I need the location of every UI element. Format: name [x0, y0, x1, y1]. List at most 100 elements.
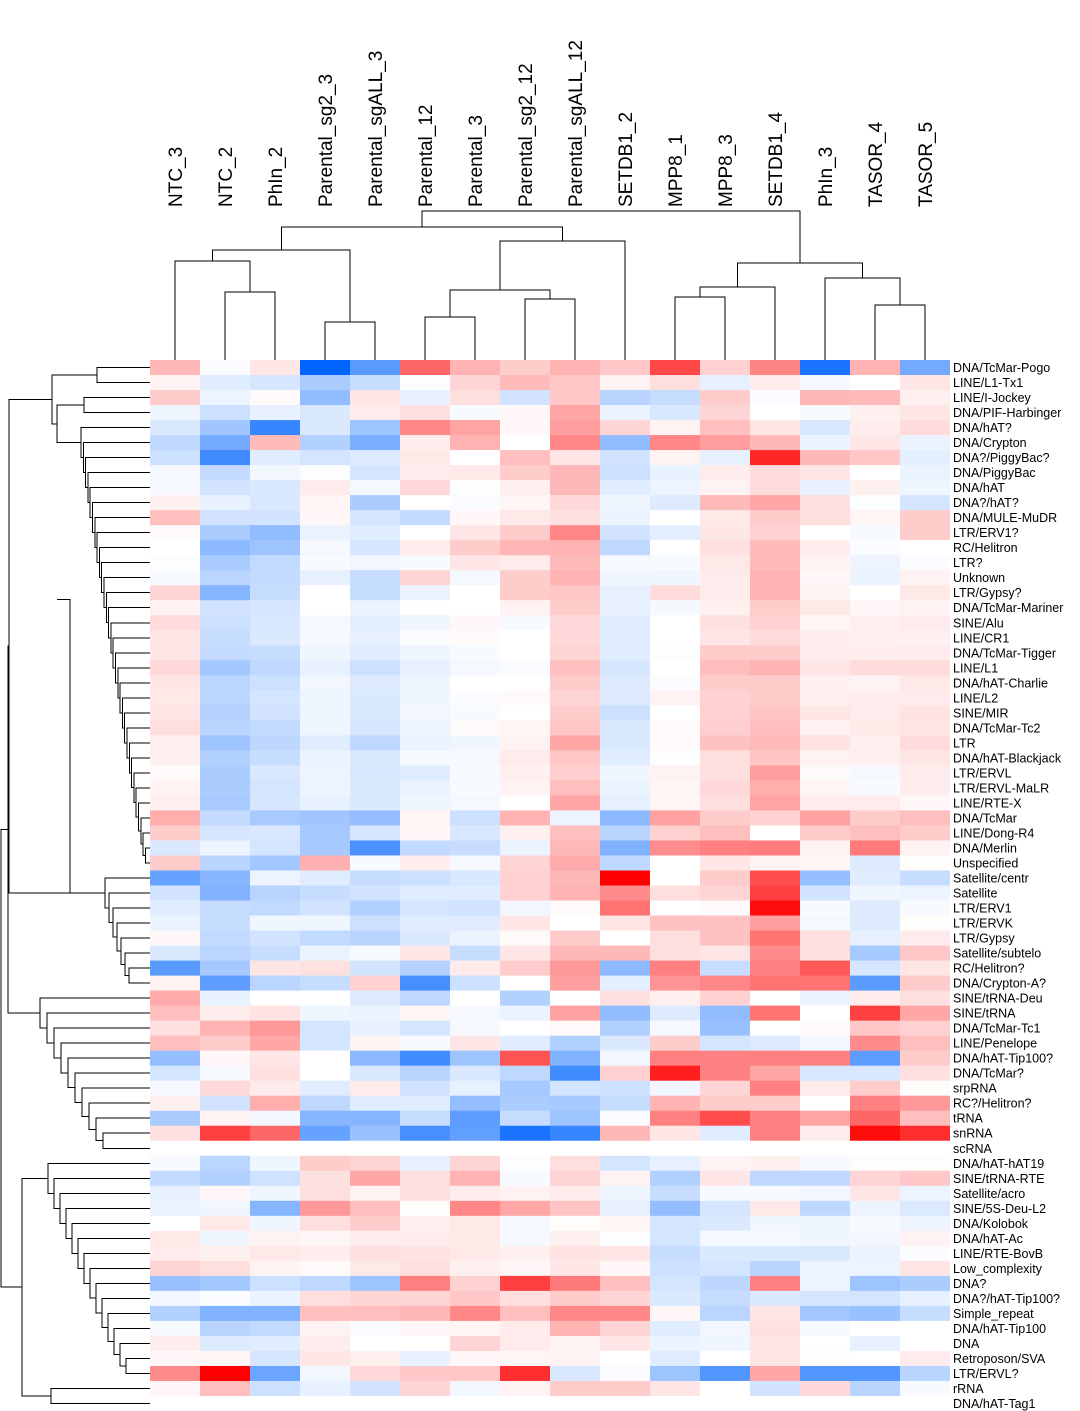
- heatmap-cell: [900, 810, 950, 827]
- heatmap-cell: [650, 765, 700, 781]
- heatmap-cell: [350, 795, 400, 812]
- heatmap-cell: [750, 930, 800, 947]
- row-label: srpRNA: [953, 1082, 997, 1096]
- heatmap-cell: [500, 1365, 550, 1382]
- heatmap-cell: [350, 975, 400, 992]
- dendrogram-branch: [0, 829, 22, 1288]
- row-label: DNA/Crypton: [953, 436, 1027, 450]
- heatmap-cell: [650, 1020, 700, 1037]
- heatmap-cell: [650, 480, 700, 496]
- dendrogram-branch: [88, 1102, 150, 1130]
- heatmap-cell: [850, 1365, 900, 1382]
- heatmap-cell: [750, 630, 800, 646]
- heatmap-cell: [800, 960, 850, 977]
- heatmap-cell: [650, 720, 700, 736]
- heatmap-cell: [550, 585, 600, 601]
- dendrogram-branch: [280, 226, 563, 250]
- heatmap-cell: [700, 885, 750, 902]
- heatmap-cell: [700, 1395, 750, 1411]
- heatmap-cell: [450, 945, 500, 962]
- heatmap-cell: [650, 1260, 700, 1277]
- heatmap-cell: [400, 885, 450, 902]
- heatmap-cell: [400, 465, 450, 481]
- heatmap-cell: [750, 765, 800, 781]
- heatmap-cell: [750, 1245, 800, 1262]
- heatmap-cell: [900, 585, 950, 601]
- heatmap-cell: [550, 540, 600, 556]
- heatmap-cell: [850, 480, 900, 496]
- heatmap-cell: [550, 780, 600, 797]
- heatmap-cell: [550, 840, 600, 857]
- heatmap-cell: [350, 1050, 400, 1067]
- heatmap-cell: [600, 765, 650, 781]
- heatmap-cell: [200, 900, 250, 917]
- heatmap-cell: [400, 1065, 450, 1082]
- heatmap-cell: [650, 1125, 700, 1142]
- heatmap-cell: [800, 855, 850, 872]
- heatmap-cell: [700, 555, 750, 571]
- heatmap-cell: [900, 750, 950, 766]
- heatmap-cell: [400, 840, 450, 857]
- heatmap-cell: [700, 900, 750, 917]
- heatmap-cell: [850, 945, 900, 962]
- heatmap-cell: [650, 1140, 700, 1157]
- heatmap-cell: [500, 585, 550, 601]
- heatmap-cell: [400, 1290, 450, 1307]
- heatmap-cell: [300, 1275, 350, 1292]
- heatmap-cell: [200, 1245, 250, 1262]
- heatmap-cell: [850, 675, 900, 691]
- heatmap-cell: [600, 1260, 650, 1277]
- row-label: LINE/RTE-BovB: [953, 1247, 1043, 1261]
- heatmap-cell: [550, 1185, 600, 1202]
- heatmap-cell: [200, 1140, 250, 1157]
- heatmap-cell: [650, 825, 700, 842]
- heatmap-cell: [800, 480, 850, 496]
- heatmap-cell: [800, 720, 850, 736]
- column-label: MPP8_3: [716, 134, 737, 207]
- heatmap-cell: [400, 1110, 450, 1127]
- heatmap-cell: [150, 660, 200, 676]
- heatmap-cell: [400, 1305, 450, 1322]
- heatmap-cell: [200, 1170, 250, 1187]
- heatmap-cell: [350, 1320, 400, 1337]
- row-label: DNA/TcMar-Tc2: [953, 721, 1041, 735]
- heatmap-cell: [350, 1155, 400, 1172]
- heatmap-cell: [900, 975, 950, 992]
- heatmap-cell: [400, 1245, 450, 1262]
- heatmap-cell: [800, 870, 850, 887]
- heatmap-cell: [500, 1395, 550, 1411]
- heatmap-cell: [550, 630, 600, 646]
- heatmap-cell: [200, 570, 250, 586]
- heatmap-cell: [450, 780, 500, 797]
- heatmap-cell: [350, 690, 400, 706]
- heatmap-cell: [450, 1020, 500, 1037]
- heatmap-cell: [800, 1125, 850, 1142]
- heatmap-cell: [700, 375, 750, 391]
- heatmap-cell: [150, 1155, 200, 1172]
- heatmap-cell: [600, 1230, 650, 1247]
- heatmap-cell: [900, 1290, 950, 1307]
- heatmap-cell: [850, 750, 900, 766]
- heatmap-cell: [250, 840, 300, 857]
- heatmap-cell: [250, 570, 300, 586]
- heatmap-cell: [900, 1125, 950, 1142]
- heatmap-cell: [750, 1095, 800, 1112]
- heatmap-cell: [900, 1230, 950, 1247]
- heatmap-cell: [900, 705, 950, 721]
- heatmap-cell: [200, 645, 250, 661]
- heatmap-cell: [600, 570, 650, 586]
- row-label: DNA/hAT: [953, 481, 1005, 495]
- heatmap-cell: [700, 750, 750, 766]
- heatmap-cell: [400, 555, 450, 571]
- heatmap-cell: [550, 810, 600, 827]
- row-label: DNA/TcMar-Tc1: [953, 1022, 1041, 1036]
- heatmap-cell: [250, 990, 300, 1007]
- heatmap-cell: [750, 525, 800, 541]
- dendrogram-branch: [224, 291, 276, 360]
- heatmap-cell: [350, 735, 400, 751]
- heatmap-cell: [200, 1305, 250, 1322]
- heatmap-cell: [250, 1095, 300, 1112]
- heatmap-cell: [850, 420, 900, 436]
- heatmap-cell: [150, 525, 200, 541]
- heatmap-cell: [150, 435, 200, 451]
